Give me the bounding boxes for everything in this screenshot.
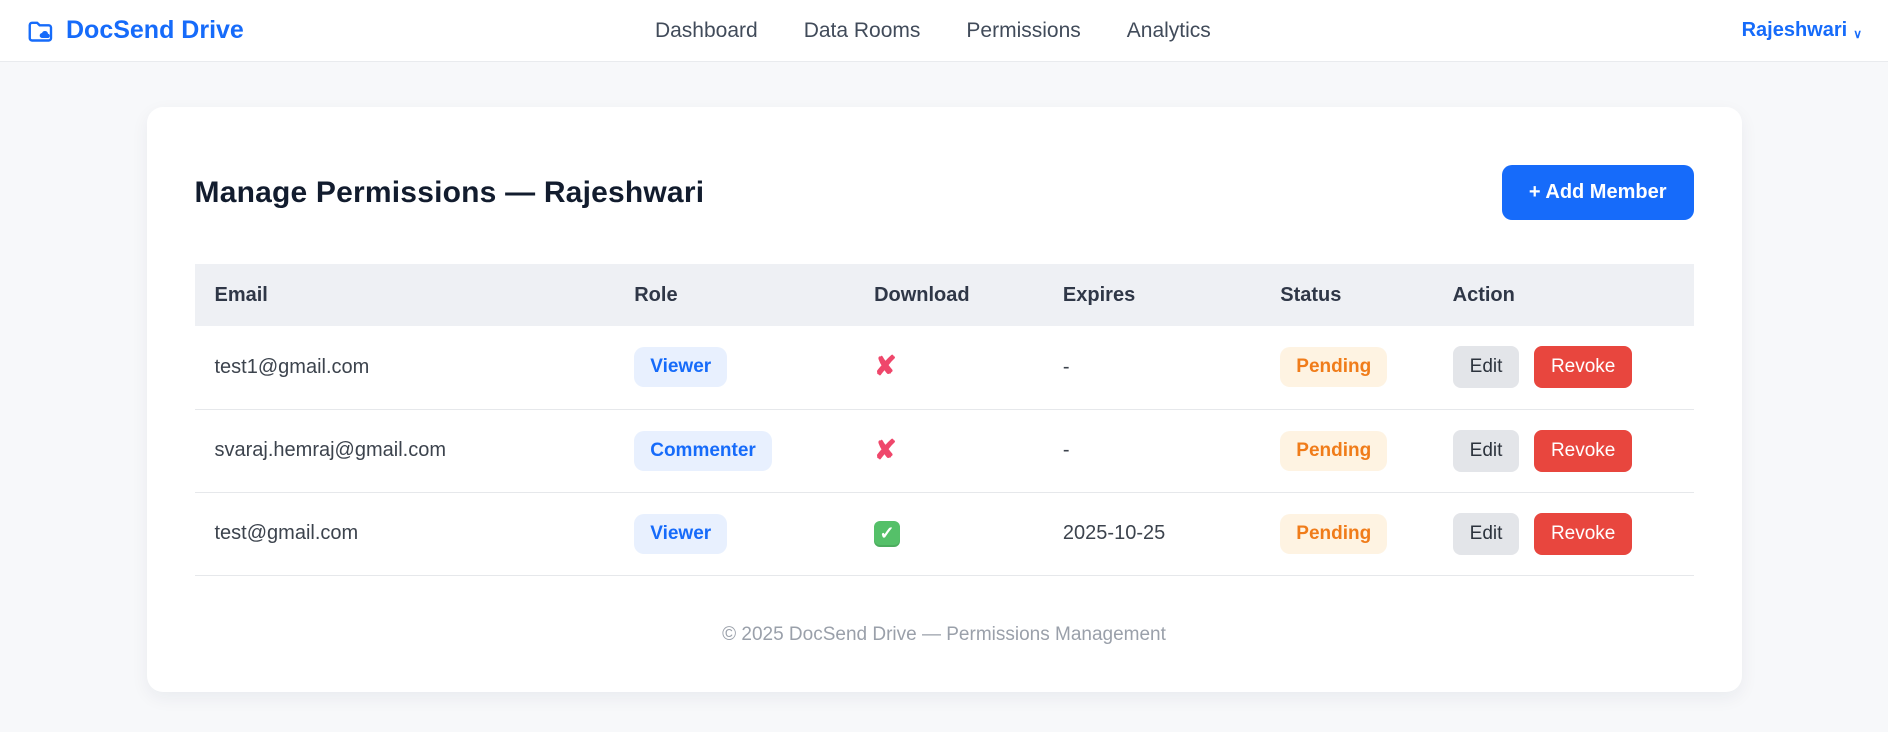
col-header-expires: Expires [1042,264,1261,326]
main-content: Manage Permissions — Rajeshwari + Add Me… [0,107,1888,692]
col-header-action: Action [1432,264,1694,326]
nav-item-dashboard[interactable]: Dashboard [654,18,758,42]
role-badge: Viewer [634,347,728,388]
table-row: svaraj.hemraj@gmail.com Commenter ✘ - Pe… [194,409,1694,493]
user-menu[interactable]: Rajeshwari ∨ [1742,19,1862,42]
brand[interactable]: DocSend Drive [26,16,244,46]
col-header-role: Role [614,264,855,326]
email-cell: svaraj.hemraj@gmail.com [194,409,615,493]
download-denied-icon: ✘ [874,434,897,465]
add-member-button[interactable]: + Add Member [1501,165,1694,220]
role-badge: Commenter [634,430,772,471]
status-badge: Pending [1280,513,1388,554]
revoke-button[interactable]: Revoke [1533,429,1633,472]
table-header-row: Email Role Download Expires Status Actio… [194,264,1694,326]
permissions-card: Manage Permissions — Rajeshwari + Add Me… [146,107,1742,692]
col-header-email: Email [194,264,615,326]
nav-links: Dashboard Data Rooms Permissions Analyti… [655,0,1211,61]
expires-cell: - [1042,409,1261,493]
nav-item-permissions[interactable]: Permissions [966,18,1081,42]
download-denied-icon: ✘ [874,351,897,382]
expires-cell: 2025-10-25 [1042,492,1261,576]
edit-button[interactable]: Edit [1452,346,1520,389]
col-header-download: Download [854,264,1043,326]
revoke-button[interactable]: Revoke [1533,346,1633,389]
status-badge: Pending [1280,430,1388,471]
nav-item-data-rooms[interactable]: Data Rooms [803,18,921,42]
folder-upload-icon [28,21,53,42]
email-cell: test@gmail.com [194,492,615,576]
edit-button[interactable]: Edit [1452,512,1520,555]
top-nav: DocSend Drive Dashboard Data Rooms Permi… [0,0,1888,62]
col-header-status: Status [1260,264,1433,326]
brand-label: DocSend Drive [66,16,244,44]
download-allowed-icon: ✓ [874,520,901,547]
email-cell: test1@gmail.com [194,326,615,410]
status-badge: Pending [1280,347,1388,388]
permissions-table: Email Role Download Expires Status Actio… [194,264,1694,576]
expires-cell: - [1042,326,1261,410]
role-badge: Viewer [634,513,728,554]
user-name: Rajeshwari [1741,19,1848,41]
page-title: Manage Permissions — Rajeshwari [194,175,705,209]
table-row: test1@gmail.com Viewer ✘ - Pending Edit … [194,326,1694,410]
revoke-button[interactable]: Revoke [1533,512,1633,555]
table-row: test@gmail.com Viewer ✓ 2025-10-25 Pendi… [194,492,1694,576]
nav-item-analytics[interactable]: Analytics [1126,18,1211,42]
chevron-down-icon: ∨ [1853,27,1862,41]
footer-copyright: © 2025 DocSend Drive — Permissions Manag… [722,623,1166,645]
edit-button[interactable]: Edit [1452,429,1520,472]
